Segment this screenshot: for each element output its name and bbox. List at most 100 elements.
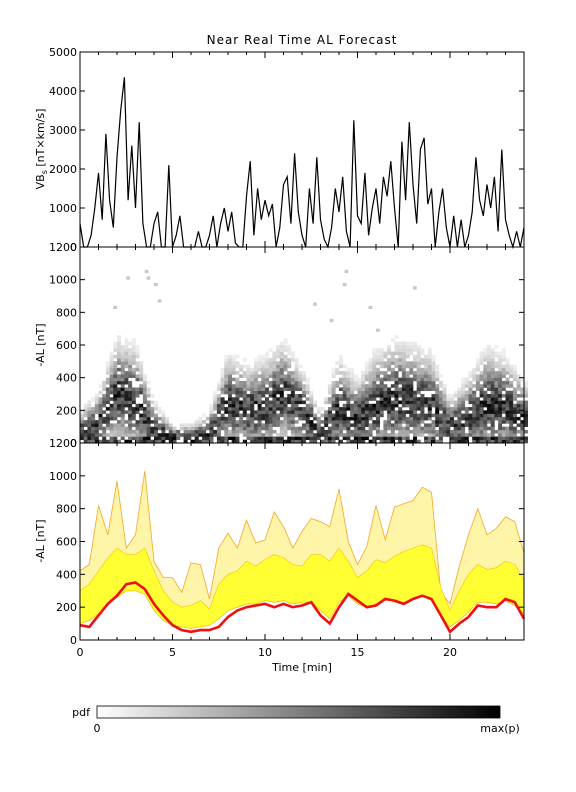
heatmap-cell — [302, 374, 306, 378]
heatmap-cell — [105, 413, 110, 418]
panel-forecast-ylabel: -AL [nT] — [34, 519, 47, 562]
heatmap-cell — [450, 439, 454, 444]
heatmap-cell — [472, 410, 477, 414]
heatmap-cell — [427, 380, 432, 385]
heatmap-cell — [124, 377, 129, 382]
heatmap-cell — [413, 403, 417, 408]
heatmap-cell — [250, 410, 255, 414]
heatmap-cell — [483, 433, 488, 437]
heatmap-cell — [438, 390, 443, 395]
heatmap-cell — [109, 351, 114, 356]
heatmap-cell — [250, 439, 255, 444]
heatmap-cell — [512, 416, 517, 421]
heatmap-cell — [335, 403, 340, 408]
heatmap-cell — [472, 439, 477, 444]
heatmap-cell — [157, 407, 162, 411]
heatmap-cell — [512, 364, 517, 369]
heatmap-cell — [220, 407, 225, 411]
heatmap-cell — [461, 433, 466, 437]
heatmap-cell — [302, 390, 306, 395]
heatmap-cell — [109, 436, 114, 441]
heatmap-cell — [361, 374, 366, 378]
heatmap-cell — [427, 354, 432, 359]
heatmap-cell — [276, 397, 281, 401]
heatmap-cell — [117, 338, 121, 343]
heatmap-cell — [142, 387, 147, 392]
heatmap-cell — [135, 410, 140, 414]
heatmap-cell — [228, 384, 232, 388]
heatmap-cell — [446, 410, 451, 414]
heatmap-cell — [331, 413, 336, 418]
heatmap-cell — [87, 433, 92, 437]
heatmap-cell — [272, 387, 277, 392]
heatmap-cell — [91, 397, 96, 401]
heatmap-cell — [401, 397, 406, 401]
heatmap-cell — [342, 377, 347, 382]
heatmap-cell — [368, 367, 373, 372]
heatmap-cell — [413, 361, 417, 365]
heatmap-cell — [376, 403, 380, 408]
heatmap-cell — [416, 423, 421, 427]
heatmap-cell — [420, 380, 425, 385]
heatmap-cell — [394, 413, 399, 418]
heatmap-cell — [413, 426, 417, 431]
heatmap-cell — [435, 374, 440, 378]
heatmap-cell — [124, 371, 129, 375]
heatmap-cell — [483, 394, 488, 398]
heatmap-cell — [309, 410, 314, 414]
heatmap-cell — [279, 364, 284, 369]
heatmap-cell — [372, 436, 377, 441]
heatmap-cell — [120, 351, 125, 356]
heatmap-cell — [305, 426, 310, 431]
heatmap-cell — [416, 345, 421, 349]
heatmap-cell — [357, 413, 362, 418]
heatmap-cell — [394, 436, 399, 441]
heatmap-cell — [287, 361, 292, 365]
heatmap-cell — [353, 433, 358, 437]
heatmap-cell — [272, 410, 277, 414]
heatmap-cell — [231, 377, 236, 382]
heatmap-cell — [279, 371, 284, 375]
heatmap-cell — [450, 397, 454, 401]
heatmap-cell — [83, 420, 88, 424]
heatmap-cell — [472, 433, 477, 437]
heatmap-cell — [279, 354, 284, 359]
heatmap-cell — [98, 426, 103, 431]
heatmap-cell — [235, 387, 240, 392]
heatmap-cell — [198, 429, 203, 434]
heatmap-cell — [457, 394, 462, 398]
heatmap-cell — [413, 429, 417, 434]
heatmap-cell — [387, 390, 392, 395]
heatmap-cell — [287, 377, 292, 382]
heatmap-cell — [483, 400, 488, 405]
heatmap-cell — [357, 433, 362, 437]
heatmap-cell — [457, 390, 462, 395]
heatmap-cell — [520, 426, 525, 431]
heatmap-cell — [224, 384, 229, 388]
heatmap-cell — [128, 361, 133, 365]
heatmap-cell — [498, 410, 503, 414]
heatmap-cell — [346, 423, 351, 427]
heatmap-cell — [209, 410, 214, 414]
heatmap-cell — [113, 371, 118, 375]
heatmap-cell — [505, 380, 510, 385]
heatmap-cell — [394, 358, 399, 362]
heatmap-cell — [128, 384, 133, 388]
heatmap-cell — [235, 410, 240, 414]
heatmap-cell — [187, 423, 192, 427]
heatmap-cell — [272, 403, 277, 408]
heatmap-ytick-label: 600 — [56, 339, 77, 352]
heatmap-cell — [416, 390, 421, 395]
heatmap-cell — [475, 367, 480, 372]
heatmap-cell — [290, 407, 295, 411]
heatmap-cell — [472, 413, 477, 418]
heatmap-cell — [309, 433, 314, 437]
heatmap-cell — [364, 397, 369, 401]
heatmap-cell — [387, 348, 392, 352]
heatmap-cell — [265, 413, 269, 418]
heatmap-cell — [435, 433, 440, 437]
heatmap-cell — [494, 387, 499, 392]
heatmap-cell — [364, 420, 369, 424]
heatmap-cell — [272, 371, 277, 375]
heatmap-cell — [416, 407, 421, 411]
